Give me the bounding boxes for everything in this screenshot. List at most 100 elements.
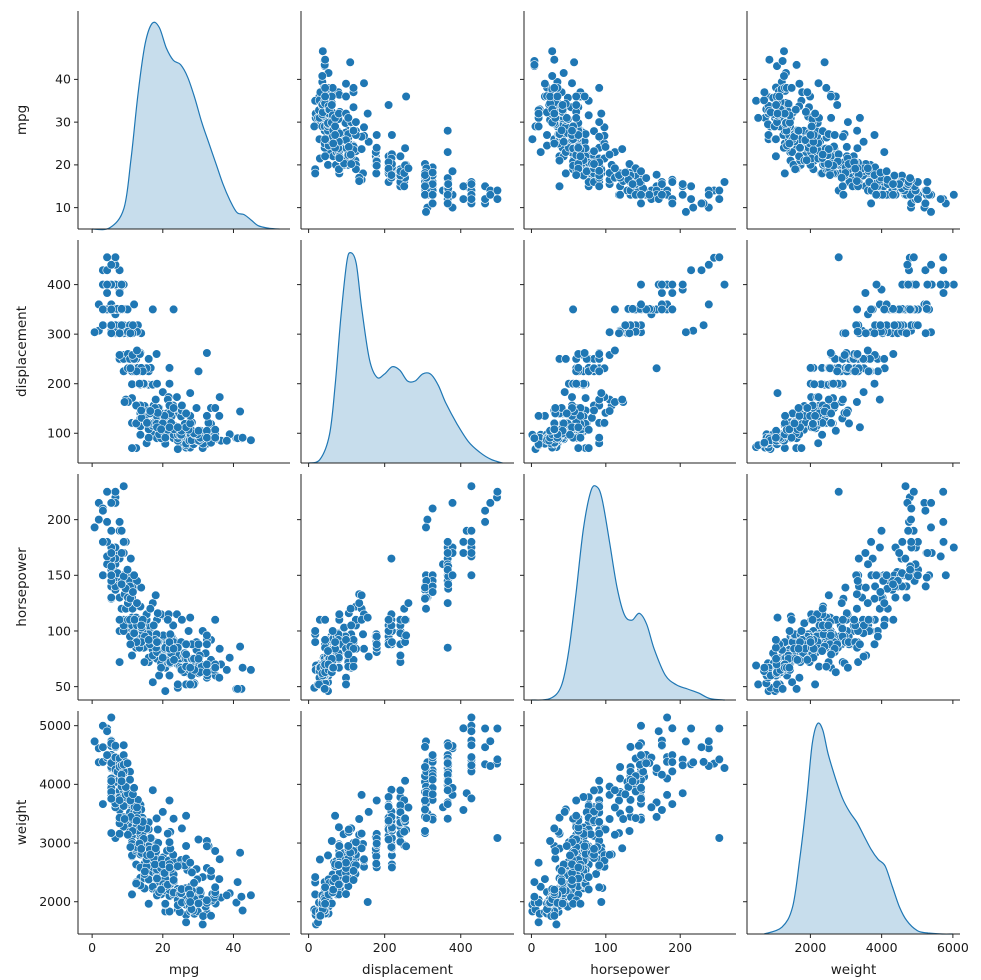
- point: [443, 741, 453, 751]
- point: [428, 750, 438, 760]
- point: [202, 433, 212, 443]
- point: [714, 723, 724, 734]
- point: [173, 422, 183, 432]
- point: [334, 841, 344, 851]
- point: [901, 592, 912, 603]
- point: [334, 609, 344, 619]
- xlabel-displacement: displacement: [362, 962, 453, 978]
- point: [401, 630, 411, 641]
- point: [549, 424, 559, 434]
- point: [573, 143, 583, 153]
- panel-horsepower-vs-horsepower: [520, 474, 736, 704]
- point: [903, 526, 913, 536]
- point: [144, 433, 154, 443]
- point: [667, 766, 677, 777]
- point: [372, 130, 382, 140]
- point: [193, 834, 204, 845]
- point: [863, 345, 873, 356]
- point: [148, 785, 158, 795]
- point: [357, 590, 367, 600]
- point: [573, 443, 583, 453]
- point: [533, 917, 544, 927]
- point: [834, 487, 844, 497]
- point: [333, 860, 344, 870]
- ytick-label: 300: [47, 326, 71, 341]
- point: [818, 150, 828, 160]
- point: [617, 843, 627, 853]
- point: [317, 71, 327, 81]
- point: [372, 631, 382, 642]
- point: [94, 514, 104, 525]
- point: [527, 134, 538, 144]
- point: [604, 814, 615, 824]
- point: [169, 814, 179, 824]
- point: [164, 862, 175, 873]
- point: [551, 919, 562, 930]
- point: [855, 113, 865, 123]
- point: [657, 190, 667, 200]
- point: [589, 844, 599, 854]
- point: [235, 406, 245, 417]
- point: [784, 626, 795, 636]
- point: [98, 320, 108, 330]
- point: [604, 850, 615, 860]
- point: [802, 655, 812, 665]
- point: [826, 113, 836, 123]
- point: [772, 612, 783, 623]
- point: [863, 598, 873, 608]
- point: [686, 265, 696, 275]
- point: [139, 657, 150, 667]
- point: [330, 637, 340, 647]
- point: [371, 859, 381, 869]
- point: [154, 670, 164, 681]
- point: [443, 598, 453, 608]
- point: [651, 812, 662, 822]
- point: [662, 790, 672, 800]
- point: [567, 875, 577, 885]
- point: [842, 142, 852, 152]
- point: [420, 804, 430, 815]
- point: [938, 265, 948, 275]
- point: [480, 506, 490, 516]
- point: [627, 179, 638, 189]
- point: [363, 612, 373, 623]
- point: [938, 487, 948, 497]
- point: [364, 137, 374, 147]
- point: [888, 179, 898, 189]
- point: [136, 405, 146, 416]
- point: [447, 570, 458, 580]
- point: [852, 126, 862, 136]
- point: [395, 650, 406, 661]
- point: [589, 405, 599, 416]
- point: [400, 813, 410, 824]
- point: [458, 181, 469, 191]
- ylabel-horsepower: horsepower: [14, 547, 30, 627]
- point: [901, 328, 912, 338]
- xtick-label: 0: [305, 940, 313, 955]
- point: [817, 430, 827, 440]
- point: [458, 548, 469, 558]
- point: [830, 130, 840, 140]
- point: [346, 604, 356, 614]
- point: [809, 379, 819, 389]
- point: [144, 635, 154, 645]
- point: [466, 570, 477, 580]
- point: [688, 203, 698, 213]
- point: [387, 637, 397, 647]
- point: [905, 565, 915, 575]
- point: [949, 280, 959, 290]
- point: [98, 506, 108, 516]
- point: [903, 280, 913, 290]
- point: [156, 424, 166, 434]
- point: [853, 576, 863, 586]
- point: [210, 663, 220, 673]
- point: [233, 877, 243, 887]
- point: [400, 143, 410, 153]
- point: [384, 792, 394, 802]
- point: [823, 159, 833, 169]
- point: [550, 403, 560, 413]
- point: [560, 807, 570, 817]
